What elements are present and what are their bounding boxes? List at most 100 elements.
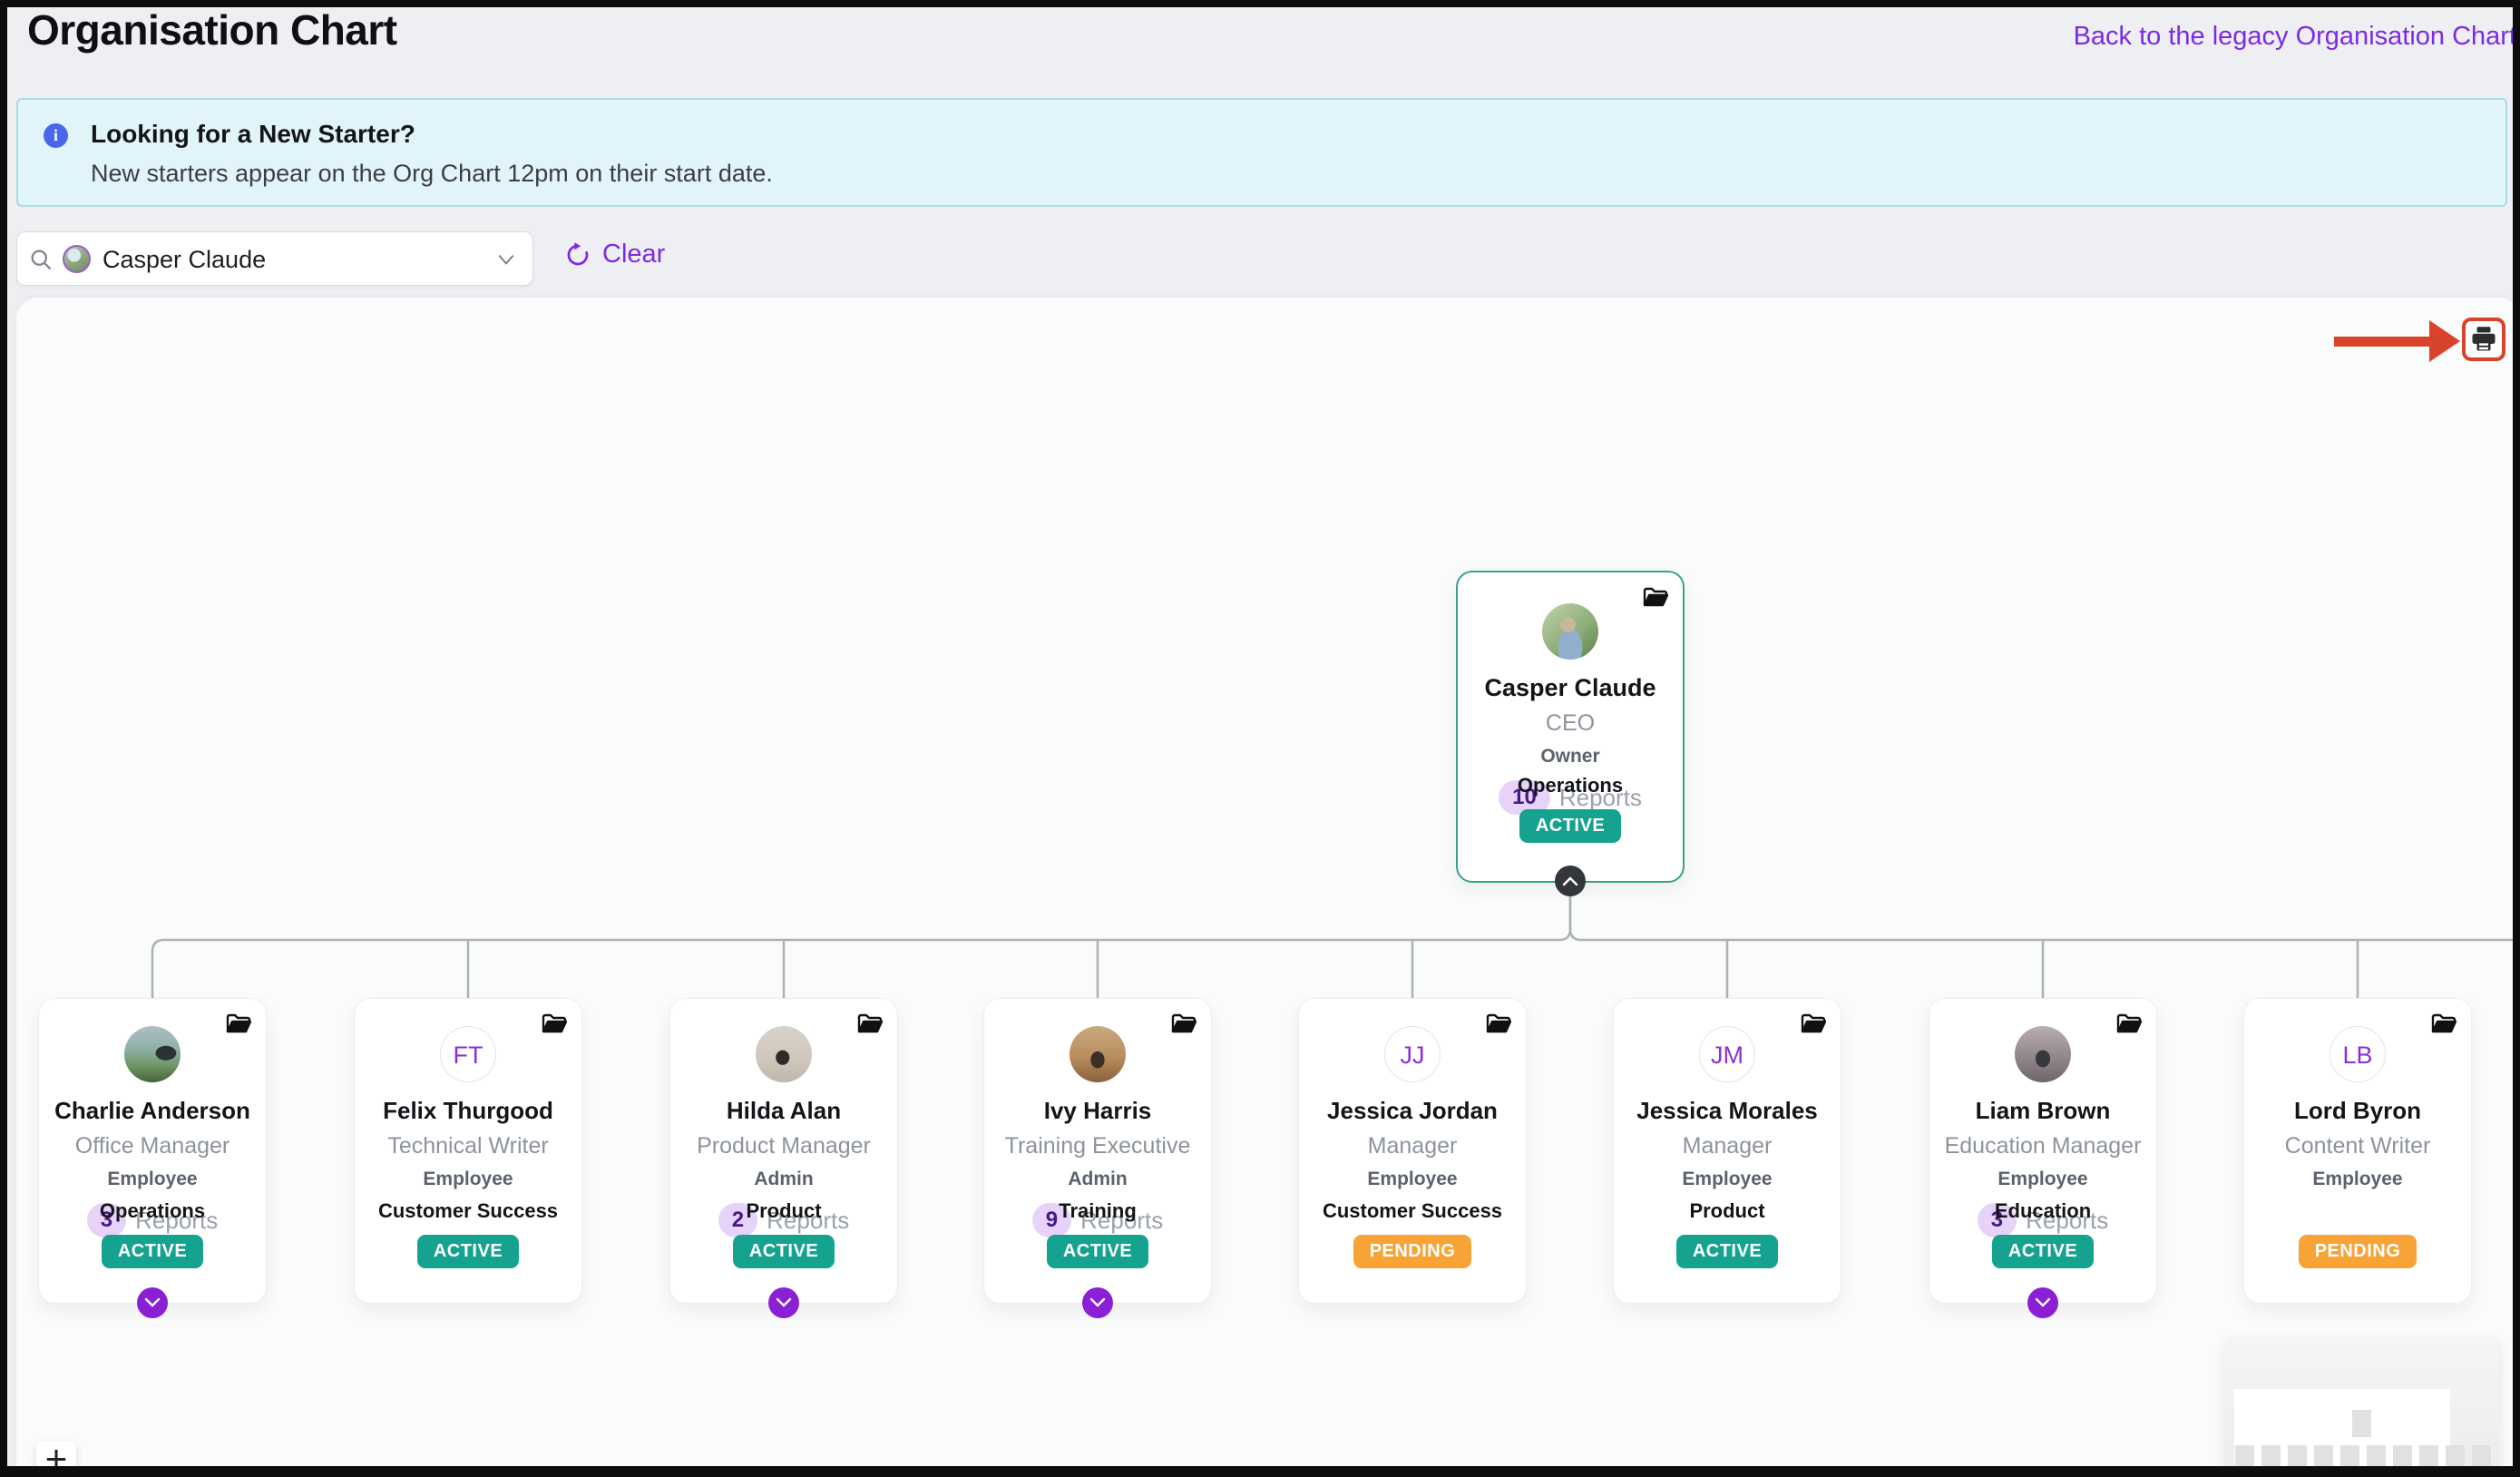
employee-name: Hilda Alan bbox=[726, 1097, 842, 1124]
avatar-initials: JJ bbox=[1384, 1026, 1441, 1082]
folder-icon[interactable] bbox=[226, 1013, 251, 1033]
annotation-arrow-head bbox=[2429, 320, 2460, 362]
access-level: Employee bbox=[423, 1169, 513, 1189]
reports-label: Reports bbox=[1558, 783, 1642, 811]
employee-name: Jessica Jordan bbox=[1327, 1097, 1498, 1124]
minimap-node bbox=[2235, 1445, 2254, 1477]
reports-label: Reports bbox=[2026, 1206, 2109, 1234]
employee-role: Product Manager bbox=[697, 1133, 871, 1159]
access-level: Admin bbox=[1068, 1169, 1128, 1189]
chevron-down-icon bbox=[496, 250, 516, 269]
status-badge: PENDING bbox=[2298, 1235, 2417, 1268]
folder-icon[interactable] bbox=[1171, 1013, 1197, 1033]
department: Operations bbox=[99, 1199, 206, 1222]
search-icon bbox=[28, 247, 54, 272]
access-level: Admin bbox=[754, 1169, 814, 1189]
legacy-org-chart-link[interactable]: Back to the legacy Organisation Chart bbox=[2073, 22, 2516, 51]
org-card-felix-thurgood[interactable]: FT Felix Thurgood Technical Writer Emplo… bbox=[354, 998, 582, 1304]
org-card-ivy-harris[interactable]: Ivy Harris Training Executive Admin 9 Rep… bbox=[983, 998, 1212, 1318]
new-starter-banner: i Looking for a New Starter? New starter… bbox=[16, 98, 2507, 207]
department bbox=[2244, 1199, 2471, 1224]
avatar bbox=[1070, 1026, 1126, 1082]
minimap-root-node bbox=[2352, 1410, 2371, 1437]
annotation-arrow bbox=[2334, 337, 2434, 347]
org-card-charlie-anderson[interactable]: Charlie Anderson Office Manager Employee… bbox=[38, 998, 267, 1318]
employee-name: Ivy Harris bbox=[1043, 1097, 1152, 1124]
folder-icon[interactable] bbox=[1486, 1013, 1511, 1033]
reports-count-badge: 2 bbox=[718, 1203, 758, 1237]
collapse-node-button[interactable] bbox=[1555, 866, 1586, 896]
access-level: Employee bbox=[1682, 1169, 1773, 1189]
printer-icon bbox=[2470, 327, 2497, 352]
reports-count-badge: 10 bbox=[1499, 780, 1550, 815]
expand-node-button[interactable] bbox=[137, 1287, 168, 1318]
status-badge: ACTIVE bbox=[1046, 1235, 1149, 1268]
expand-node-button[interactable] bbox=[2027, 1287, 2058, 1318]
reports-label: Reports bbox=[1080, 1206, 1164, 1234]
status-badge: ACTIVE bbox=[416, 1235, 520, 1268]
minimap-node bbox=[2340, 1445, 2359, 1477]
print-button[interactable] bbox=[2462, 318, 2505, 361]
org-card-jessica-jordan[interactable]: JJ Jessica Jordan Manager Employee Custo… bbox=[1298, 998, 1527, 1304]
employee-search-select[interactable]: Casper Claude bbox=[16, 231, 533, 286]
banner-message: New starters appear on the Org Chart 12p… bbox=[91, 160, 773, 187]
reports-label: Reports bbox=[135, 1206, 219, 1234]
folder-icon[interactable] bbox=[1643, 587, 1668, 607]
status-badge: PENDING bbox=[1353, 1235, 1472, 1268]
employee-role: Manager bbox=[1682, 1133, 1773, 1159]
employee-role: Training Executive bbox=[1004, 1133, 1191, 1159]
access-level: Employee bbox=[107, 1169, 198, 1189]
minimap-node bbox=[2261, 1445, 2281, 1477]
avatar bbox=[124, 1026, 181, 1082]
folder-icon[interactable] bbox=[2431, 1013, 2457, 1033]
org-card-lord-byron[interactable]: LB Lord Byron Content Writer Employee PE… bbox=[2243, 998, 2472, 1304]
status-badge: ACTIVE bbox=[732, 1235, 835, 1268]
reports-count-badge: 9 bbox=[1031, 1203, 1072, 1237]
org-card-jessica-morales[interactable]: JM Jessica Morales Manager Employee Prod… bbox=[1613, 998, 1841, 1304]
employee-name: Casper Claude bbox=[1484, 674, 1656, 701]
minimap[interactable] bbox=[2225, 1338, 2499, 1477]
employee-name: Felix Thurgood bbox=[383, 1097, 553, 1124]
employee-role: Manager bbox=[1367, 1133, 1458, 1159]
folder-icon[interactable] bbox=[1801, 1013, 1826, 1033]
employee-role: Content Writer bbox=[2284, 1133, 2431, 1159]
avatar-initials: LB bbox=[2330, 1026, 2386, 1082]
access-level: Employee bbox=[1997, 1169, 2088, 1189]
org-card-casper-claude[interactable]: Casper Claude CEO Owner 10 Reports Operat… bbox=[1456, 571, 1685, 896]
status-badge: ACTIVE bbox=[1675, 1235, 1779, 1268]
expand-node-button[interactable] bbox=[1082, 1287, 1113, 1318]
employee-role: CEO bbox=[1545, 710, 1596, 736]
status-badge: ACTIVE bbox=[1991, 1235, 2095, 1268]
employee-name: Charlie Anderson bbox=[54, 1097, 250, 1124]
banner-title: Looking for a New Starter? bbox=[91, 120, 415, 148]
department: Customer Success bbox=[1322, 1199, 1503, 1222]
employee-role: Education Manager bbox=[1944, 1133, 2142, 1159]
department: Training bbox=[1059, 1199, 1137, 1222]
folder-icon[interactable] bbox=[2116, 1013, 2142, 1033]
folder-icon[interactable] bbox=[857, 1013, 883, 1033]
employee-role: Office Manager bbox=[74, 1133, 230, 1159]
reset-icon bbox=[564, 241, 591, 269]
employee-name: Lord Byron bbox=[2293, 1097, 2422, 1124]
department: Product bbox=[746, 1199, 822, 1222]
minimap-node bbox=[2314, 1445, 2333, 1477]
status-badge: ACTIVE bbox=[1519, 809, 1622, 843]
expand-node-button[interactable] bbox=[768, 1287, 799, 1318]
avatar bbox=[2015, 1026, 2071, 1082]
org-card-hilda-alan[interactable]: Hilda Alan Product Manager Admin 2 Report… bbox=[669, 998, 898, 1318]
minimap-node bbox=[2367, 1445, 2386, 1477]
selected-employee-name: Casper Claude bbox=[103, 246, 267, 273]
info-icon: i bbox=[44, 123, 68, 148]
minimap-node bbox=[2393, 1445, 2412, 1477]
avatar bbox=[756, 1026, 812, 1082]
department: Product bbox=[1689, 1199, 1765, 1222]
employee-name: Jessica Morales bbox=[1636, 1097, 1818, 1124]
folder-icon[interactable] bbox=[542, 1013, 567, 1033]
employee-role: Technical Writer bbox=[387, 1133, 549, 1159]
clear-selection-button[interactable]: Clear bbox=[564, 240, 665, 269]
department: Education bbox=[1994, 1199, 2092, 1222]
minimap-node bbox=[2419, 1445, 2438, 1477]
zoom-in-button[interactable]: + bbox=[36, 1440, 76, 1477]
